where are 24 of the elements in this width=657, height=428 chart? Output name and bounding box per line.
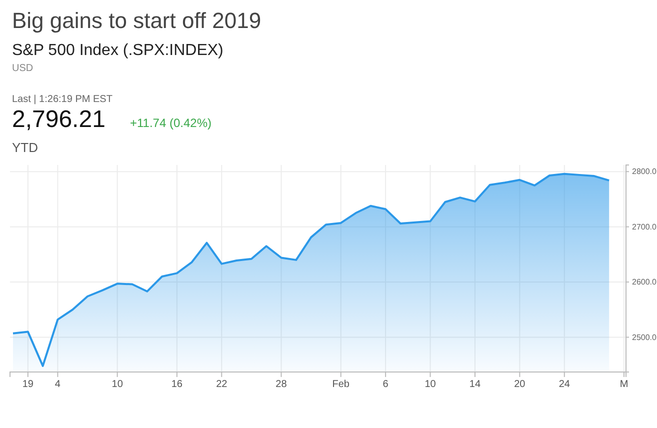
x-tick-label: 14: [469, 379, 481, 390]
x-tick-label: 10: [112, 379, 124, 390]
text: 2,796.21: [12, 106, 106, 133]
chart-subtitle: S&P 500 Index (.SPX:INDEX): [12, 42, 224, 59]
text: +11.74 (0.42%): [130, 116, 212, 130]
x-tick-label: 4: [54, 379, 61, 390]
x-tick-label: Feb: [332, 379, 350, 390]
x-tick-label: 28: [276, 379, 288, 390]
x-tick-label: 10: [424, 379, 436, 390]
x-tick-label: 16: [171, 379, 183, 390]
x-tick-label: 20: [514, 379, 526, 390]
x-tick-label: 19: [22, 379, 34, 390]
x-tick-label: 24: [558, 379, 570, 390]
text: Last | 1:26:19 PM EST: [12, 94, 112, 105]
text: USD: [12, 63, 34, 74]
x-tick-label: M: [620, 379, 628, 390]
x-tick-label: 6: [382, 379, 389, 390]
x-tick-label: 22: [216, 379, 228, 390]
chart-title: Big gains to start off 2019: [12, 8, 262, 33]
y-tick-label: 2700.0: [632, 222, 657, 232]
y-tick-label: 2800.0: [632, 167, 657, 176]
text: YTD: [12, 140, 38, 155]
y-tick-label: 2600.0: [632, 278, 657, 287]
y-tick-label: 2500.0: [632, 332, 657, 342]
